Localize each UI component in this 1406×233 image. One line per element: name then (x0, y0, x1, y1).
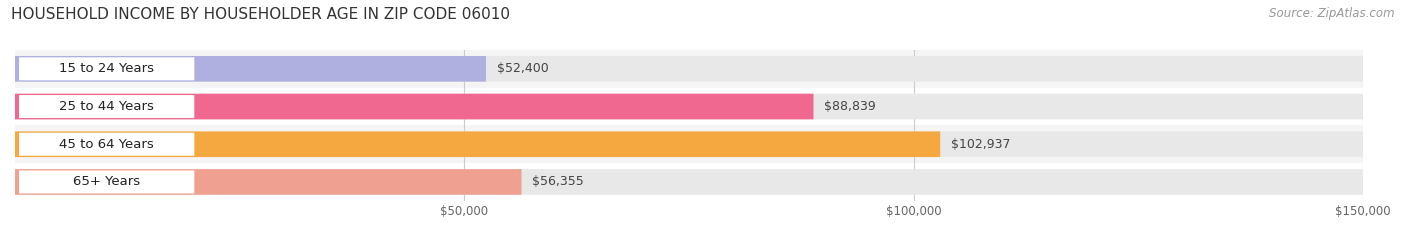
FancyBboxPatch shape (20, 95, 194, 118)
FancyBboxPatch shape (15, 131, 941, 157)
Text: 15 to 24 Years: 15 to 24 Years (59, 62, 155, 75)
FancyBboxPatch shape (20, 133, 194, 156)
Bar (15, 163, 1364, 201)
Text: $56,355: $56,355 (533, 175, 583, 188)
Text: $102,937: $102,937 (950, 138, 1011, 151)
FancyBboxPatch shape (15, 94, 814, 119)
Text: Source: ZipAtlas.com: Source: ZipAtlas.com (1270, 7, 1395, 20)
FancyBboxPatch shape (15, 131, 1364, 157)
FancyBboxPatch shape (15, 56, 1364, 82)
Text: HOUSEHOLD INCOME BY HOUSEHOLDER AGE IN ZIP CODE 06010: HOUSEHOLD INCOME BY HOUSEHOLDER AGE IN Z… (11, 7, 510, 22)
FancyBboxPatch shape (15, 56, 486, 82)
FancyBboxPatch shape (20, 171, 194, 193)
Bar (15, 125, 1364, 163)
Bar (15, 50, 1364, 88)
Bar (15, 88, 1364, 125)
Text: $52,400: $52,400 (496, 62, 548, 75)
FancyBboxPatch shape (15, 169, 1364, 195)
FancyBboxPatch shape (20, 57, 194, 80)
Text: 65+ Years: 65+ Years (73, 175, 141, 188)
Text: 25 to 44 Years: 25 to 44 Years (59, 100, 155, 113)
FancyBboxPatch shape (15, 169, 522, 195)
FancyBboxPatch shape (15, 94, 1364, 119)
Text: $88,839: $88,839 (824, 100, 876, 113)
Text: 45 to 64 Years: 45 to 64 Years (59, 138, 155, 151)
